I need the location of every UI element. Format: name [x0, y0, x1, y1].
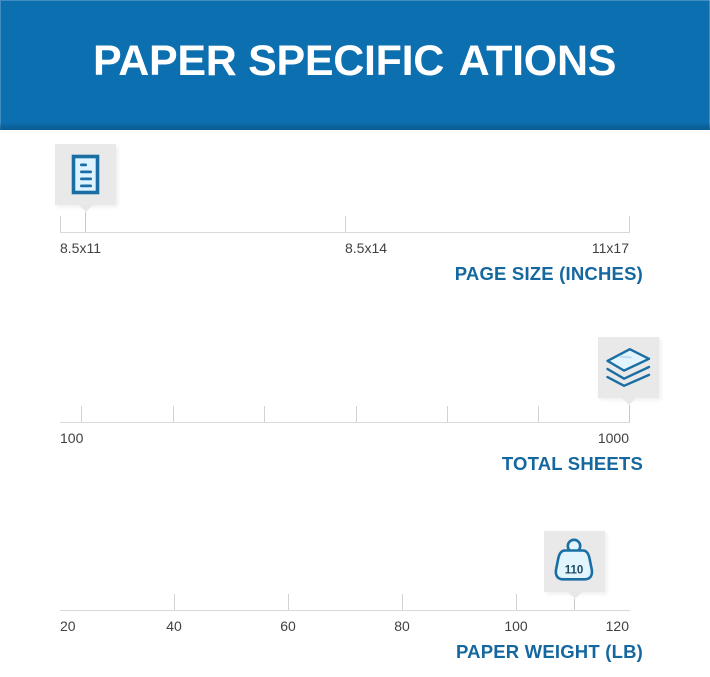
svg-text:110: 110 [565, 565, 584, 577]
